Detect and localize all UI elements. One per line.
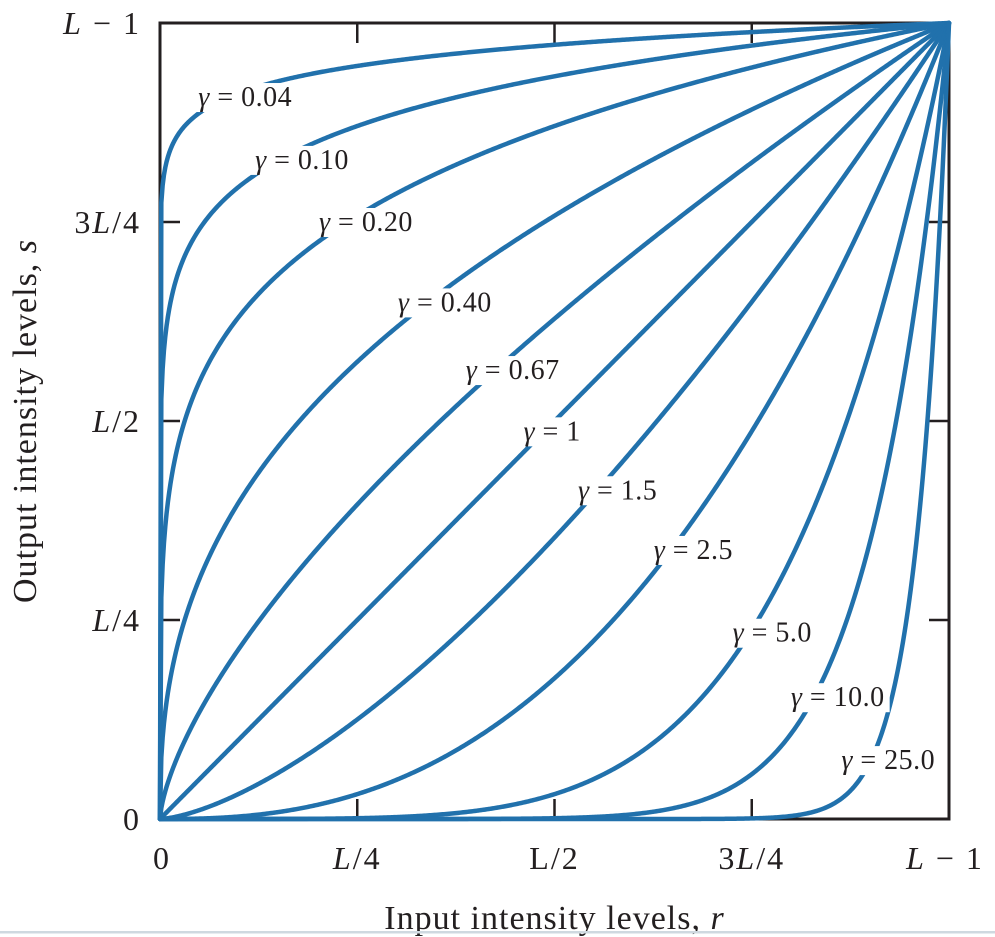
curve-label-group-5: γ = 5.0 [727, 618, 817, 649]
curve-label-1.5: γ = 1.5 [578, 475, 657, 506]
curve-gamma-0.4 [157, 20, 952, 822]
curve-gamma-1.5 [157, 20, 952, 822]
y-tick-label-0.5: L/2 [91, 403, 141, 439]
curve-label-0.4: γ = 0.40 [398, 287, 492, 318]
y-tick-label-0: 0 [123, 801, 141, 837]
y-tick-label-0.75: 3L/4 [74, 204, 141, 240]
curve-label-mask-2.5 [648, 535, 739, 565]
curve-label-group-2.5: γ = 2.5 [648, 535, 739, 566]
curve-label-25: γ = 25.0 [841, 745, 935, 776]
curve-label-group-25: γ = 25.0 [836, 745, 941, 776]
curve-label-group-0.1: γ = 0.10 [250, 145, 354, 176]
y-axis-title: Output intensity levels, s [7, 239, 44, 603]
y-tick-label-1: L − 1 [62, 5, 141, 41]
curve-gamma-0.04 [157, 20, 952, 822]
curve-label-mask-0.2 [314, 208, 418, 237]
curve-label-group-1.5: γ = 1.5 [572, 475, 663, 506]
x-axis-title: Input intensity levels, r [384, 900, 724, 937]
curve-label-group-0.67: γ = 0.67 [460, 355, 565, 386]
curve-label-group-1: γ = 1 [518, 416, 586, 447]
curve-label-0.2: γ = 0.20 [319, 207, 413, 238]
x-tick-label-0.75: 3L/4 [718, 840, 785, 876]
curve-label-0.1: γ = 0.10 [255, 145, 349, 176]
curve-gamma-25 [157, 20, 952, 822]
curve-label-mask-0.04 [193, 83, 298, 113]
curve-label-mask-10 [785, 683, 890, 713]
curve-label-0.04: γ = 0.04 [198, 82, 292, 113]
curve-label-1: γ = 1 [523, 416, 580, 447]
curve-label-group-0.2: γ = 0.20 [314, 207, 418, 238]
curve-gamma-0.2 [157, 20, 952, 822]
curve-label-mask-1.5 [572, 476, 663, 506]
curve-label-mask-1 [518, 417, 586, 447]
x-tick-label-0.5: L/2 [529, 840, 579, 876]
curve-label-mask-0.67 [460, 356, 565, 386]
curve-label-mask-0.1 [250, 145, 354, 175]
curve-gamma-0.67 [157, 20, 952, 822]
y-tick-label-0.25: L/4 [91, 602, 141, 638]
page-bottom-rule [0, 931, 995, 934]
curve-label-mask-25 [836, 746, 941, 776]
curve-label-10: γ = 10.0 [791, 682, 885, 713]
x-tick-label-0.25: L/4 [332, 840, 382, 876]
curve-label-mask-0.4 [392, 288, 497, 318]
curve-label-2.5: γ = 2.5 [654, 535, 733, 566]
curve-label-mask-5 [727, 618, 817, 648]
curve-label-0.67: γ = 0.67 [466, 355, 560, 386]
curve-label-5: γ = 5.0 [733, 618, 812, 649]
curve-label-group-0.04: γ = 0.04 [193, 82, 298, 113]
curve-label-group-10: γ = 10.0 [785, 682, 890, 713]
x-tick-label-1: L − 1 [905, 840, 984, 876]
curve-gamma-2.5 [157, 20, 952, 822]
curve-label-group-0.4: γ = 0.40 [392, 287, 497, 318]
x-tick-label-0: 0 [153, 840, 171, 876]
